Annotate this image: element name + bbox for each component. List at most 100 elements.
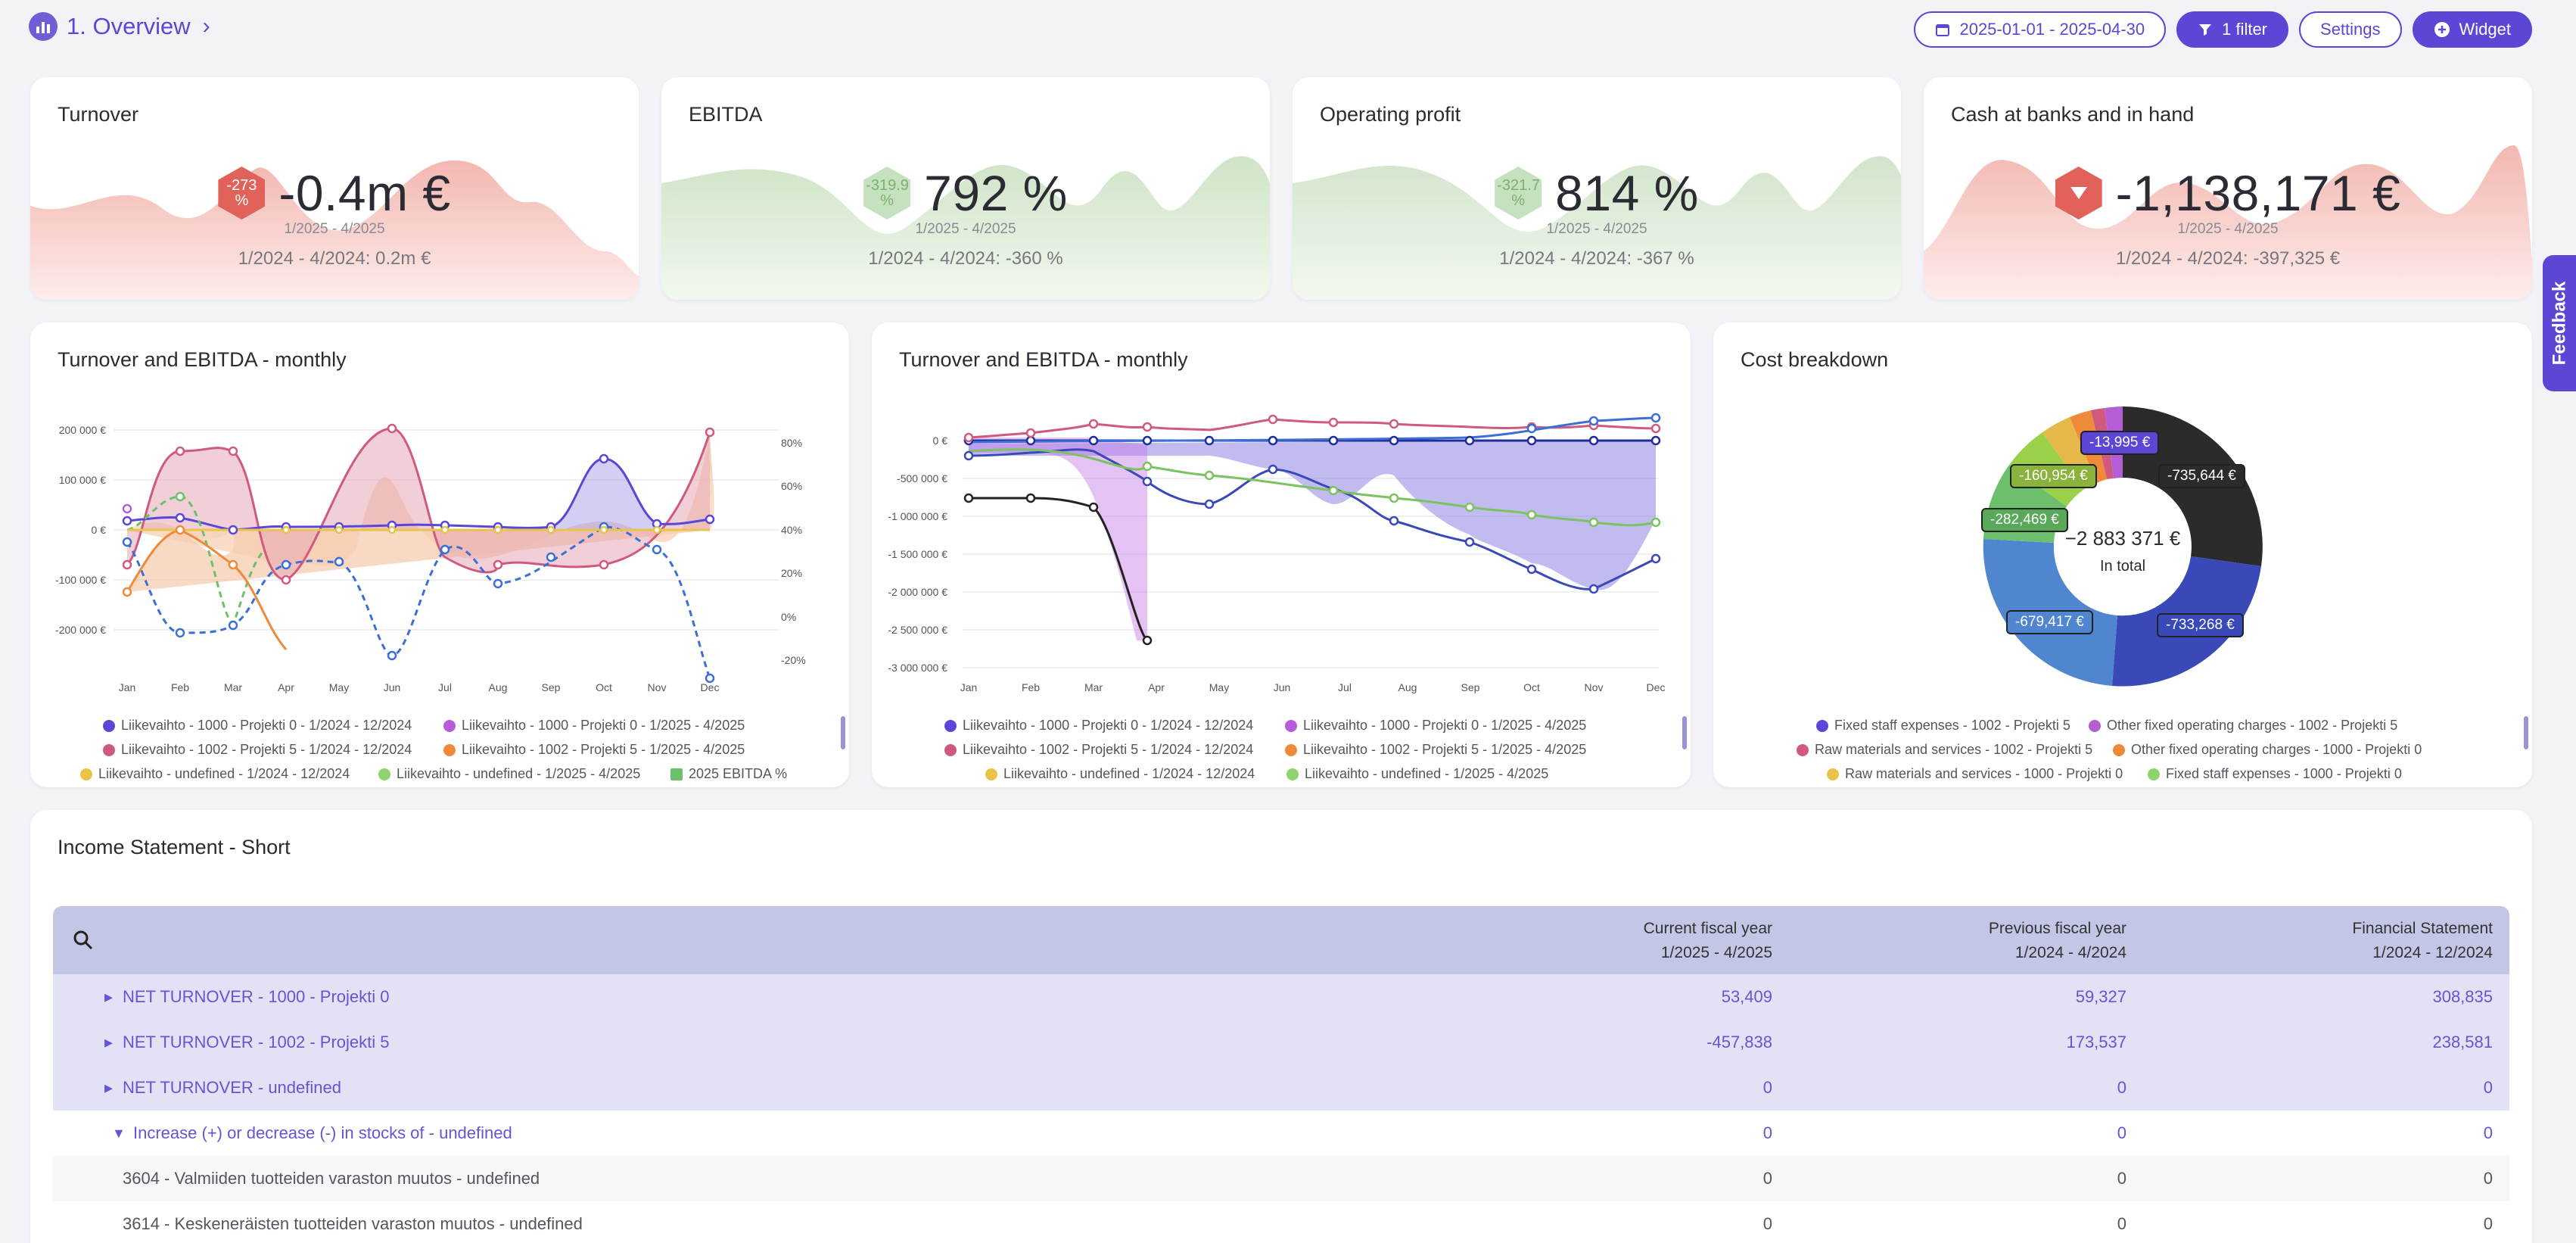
- filter-button[interactable]: 1 filter: [2176, 11, 2289, 48]
- legend-item[interactable]: Liikevaihto - 1000 - Projekti 0 - 1/2024…: [944, 718, 1253, 734]
- kpi-value: -1,138,171 €: [2115, 165, 2401, 221]
- table-row[interactable]: ▸ NET TURNOVER - undefined 0 0 0: [53, 1065, 2509, 1111]
- donut-total: −2 883 371 €: [2065, 527, 2181, 550]
- turnover-ebitda-chart-2[interactable]: 0 € -500 000 € -1 000 000 € -1 500 000 €…: [872, 322, 1691, 787]
- page-title: 1. Overview: [67, 13, 191, 39]
- legend-scrollbar[interactable]: [841, 716, 845, 749]
- add-widget-button[interactable]: Widget: [2412, 11, 2532, 48]
- feedback-tab[interactable]: Feedback: [2543, 255, 2576, 391]
- change-badge-text: -319.9 %: [866, 178, 909, 208]
- settings-button[interactable]: Settings: [2299, 11, 2402, 48]
- table-row[interactable]: ▼ Increase (+) or decrease (-) in stocks…: [53, 1111, 2509, 1156]
- cell: 0: [2117, 1169, 2126, 1188]
- date-range-label: 2025-01-01 - 2025-04-30: [1959, 20, 2145, 39]
- x-tick: Sep: [542, 681, 561, 693]
- series-blue-dashed: [126, 525, 711, 679]
- expand-icon[interactable]: ▸: [104, 1078, 114, 1097]
- table-row[interactable]: ▸ NET TURNOVER - 1002 - Projekti 5 -457,…: [53, 1020, 2509, 1065]
- legend-item[interactable]: 2025 EBITDA %: [670, 766, 787, 782]
- cell: 59,327: [2075, 987, 2126, 1006]
- legend-scrollbar[interactable]: [1682, 716, 1687, 749]
- cell: -457,838: [1706, 1033, 1772, 1051]
- x-tick: Aug: [489, 681, 508, 693]
- legend-item[interactable]: Raw materials and services - 1000 - Proj…: [1827, 766, 2123, 782]
- legend-item[interactable]: Fixed staff expenses - 1000 - Projekti 0: [2148, 766, 2402, 782]
- column-label: Current fiscal year: [1643, 920, 1772, 937]
- x-tick: Apr: [1148, 681, 1165, 693]
- cell: 0: [1762, 1078, 1772, 1097]
- y-tick: -100 000 €: [55, 574, 106, 586]
- table-row[interactable]: 3604 - Valmiiden tuotteiden varaston muu…: [53, 1156, 2509, 1201]
- legend-item[interactable]: Liikevaihto - undefined - 1/2025 - 4/202…: [1286, 766, 1548, 782]
- change-badge: -319.9 %: [863, 167, 911, 220]
- x-tick: Oct: [596, 681, 612, 693]
- x-tick: Jun: [1274, 681, 1291, 693]
- change-badge-text: -321.7 %: [1497, 178, 1540, 208]
- legend-item[interactable]: Liikevaihto - undefined - 1/2024 - 12/20…: [985, 766, 1255, 782]
- expand-icon[interactable]: ▸: [104, 1033, 114, 1051]
- legend-item[interactable]: Liikevaihto - 1000 - Projekti 0 - 1/2025…: [1285, 718, 1586, 734]
- expand-icon[interactable]: ▸: [104, 987, 114, 1006]
- kpi-title: Turnover: [58, 103, 139, 126]
- donut-label: -735,644 €: [2158, 464, 2245, 488]
- row-label: NET TURNOVER - 1000 - Projekti 0: [123, 987, 390, 1006]
- plus-circle-icon: [2434, 22, 2450, 37]
- y2-tick: 0%: [781, 611, 796, 623]
- row-label: 3604 - Valmiiden tuotteiden varaston muu…: [123, 1169, 540, 1188]
- table-row[interactable]: ▸ NET TURNOVER - 1000 - Projekti 0 53,40…: [53, 974, 2509, 1020]
- column-header-current[interactable]: Current fiscal year 1/2025 - 4/2025: [1644, 917, 1772, 965]
- series-pink-area: [127, 428, 710, 580]
- kpi-card-ebitda[interactable]: EBITDA -319.9 % 792 % 1/2025 - 4/2025 1/…: [661, 77, 1270, 300]
- date-range-button[interactable]: 2025-01-01 - 2025-04-30: [1914, 11, 2167, 48]
- table-row[interactable]: 3614 - Keskeneräisten tuotteiden varasto…: [53, 1201, 2509, 1243]
- legend-item[interactable]: Other fixed operating charges - 1002 - P…: [2089, 718, 2397, 734]
- legend-label: Liikevaihto - 1000 - Projekti 0 - 1/2025…: [1303, 718, 1587, 733]
- donut-label: -679,417 €: [2006, 610, 2093, 634]
- y-tick: -1 000 000 €: [888, 510, 947, 522]
- filter-icon: [2199, 24, 2212, 36]
- series-green2: [968, 448, 1657, 527]
- legend-item[interactable]: Liikevaihto - 1002 - Projekti 5 - 1/2025…: [1285, 742, 1586, 758]
- turnover-ebitda-chart-1[interactable]: 200 000 € 100 000 € 0 € -100 000 € -200 …: [30, 322, 849, 787]
- chart-title: Cost breakdown: [1741, 348, 1889, 371]
- change-badge-text: -273.7 %: [226, 178, 257, 208]
- legend-item[interactable]: Liikevaihto - 1000 - Projekti 0 - 1/2025…: [443, 718, 745, 734]
- kpi-period: 1/2025 - 4/2025: [915, 221, 1016, 237]
- column-header-financial[interactable]: Financial Statement 1/2024 - 12/2024: [2352, 917, 2493, 965]
- legend-item[interactable]: Liikevaihto - undefined - 1/2025 - 4/202…: [378, 766, 640, 782]
- column-header-previous[interactable]: Previous fiscal year 1/2024 - 4/2024: [1989, 917, 2126, 965]
- filter-label: 1 filter: [2222, 20, 2268, 39]
- x-tick: Dec: [701, 681, 720, 693]
- legend-item[interactable]: Liikevaihto - undefined - 1/2024 - 12/20…: [80, 766, 350, 782]
- x-tick: Mar: [1084, 681, 1103, 693]
- x-tick: Mar: [224, 681, 242, 693]
- legend-label: Liikevaihto - 1000 - Projekti 0 - 1/2025…: [462, 718, 745, 733]
- legend-item[interactable]: Raw materials and services - 1002 - Proj…: [1797, 742, 2092, 758]
- cell: 0: [1762, 1169, 1772, 1188]
- x-tick: Oct: [1523, 681, 1540, 693]
- legend-item[interactable]: Liikevaihto - 1002 - Projekti 5 - 1/2024…: [103, 742, 412, 758]
- search-icon[interactable]: [71, 928, 95, 952]
- cost-breakdown-card: Cost breakdown −2 883 371 € In total -13…: [1713, 322, 2532, 787]
- row-label: 3614 - Keskeneräisten tuotteiden varasto…: [123, 1214, 583, 1233]
- legend-item[interactable]: Fixed staff expenses - 1002 - Projekti 5: [1816, 718, 2070, 734]
- legend-item[interactable]: Other fixed operating charges - 1000 - P…: [2113, 742, 2422, 758]
- legend-item[interactable]: Liikevaihto - 1000 - Projekti 0 - 1/2024…: [103, 718, 412, 734]
- collapse-icon[interactable]: ▼: [112, 1125, 126, 1141]
- donut-label: -160,954 €: [2010, 464, 2097, 488]
- kpi-card-cash[interactable]: Cash at banks and in hand -1,138,171 € 1…: [1924, 77, 2532, 300]
- kpi-previous: 1/2024 - 4/2024: -367 %: [1499, 248, 1694, 269]
- legend-scrollbar[interactable]: [2524, 716, 2528, 749]
- column-label: Financial Statement: [2352, 920, 2493, 937]
- kpi-previous: 1/2024 - 4/2024: -397,325 €: [2115, 248, 2341, 269]
- y-tick: 100 000 €: [59, 474, 106, 486]
- legend-item[interactable]: Liikevaihto - 1002 - Projekti 5 - 1/2024…: [944, 742, 1253, 758]
- kpi-card-turnover[interactable]: Turnover -273.7 % -0.4m € 1/2025 - 4/202…: [30, 77, 639, 300]
- column-period: 1/2024 - 4/2024: [2014, 944, 2126, 961]
- breadcrumb[interactable]: 1. Overview ›: [29, 12, 210, 41]
- legend-item[interactable]: Liikevaihto - 1002 - Projekti 5 - 1/2025…: [443, 742, 745, 758]
- feedback-label: Feedback: [2549, 281, 2569, 366]
- x-tick: Apr: [278, 681, 294, 693]
- y2-tick: 40%: [781, 524, 802, 536]
- kpi-card-operating-profit[interactable]: Operating profit -321.7 % 814 % 1/2025 -…: [1293, 77, 1901, 300]
